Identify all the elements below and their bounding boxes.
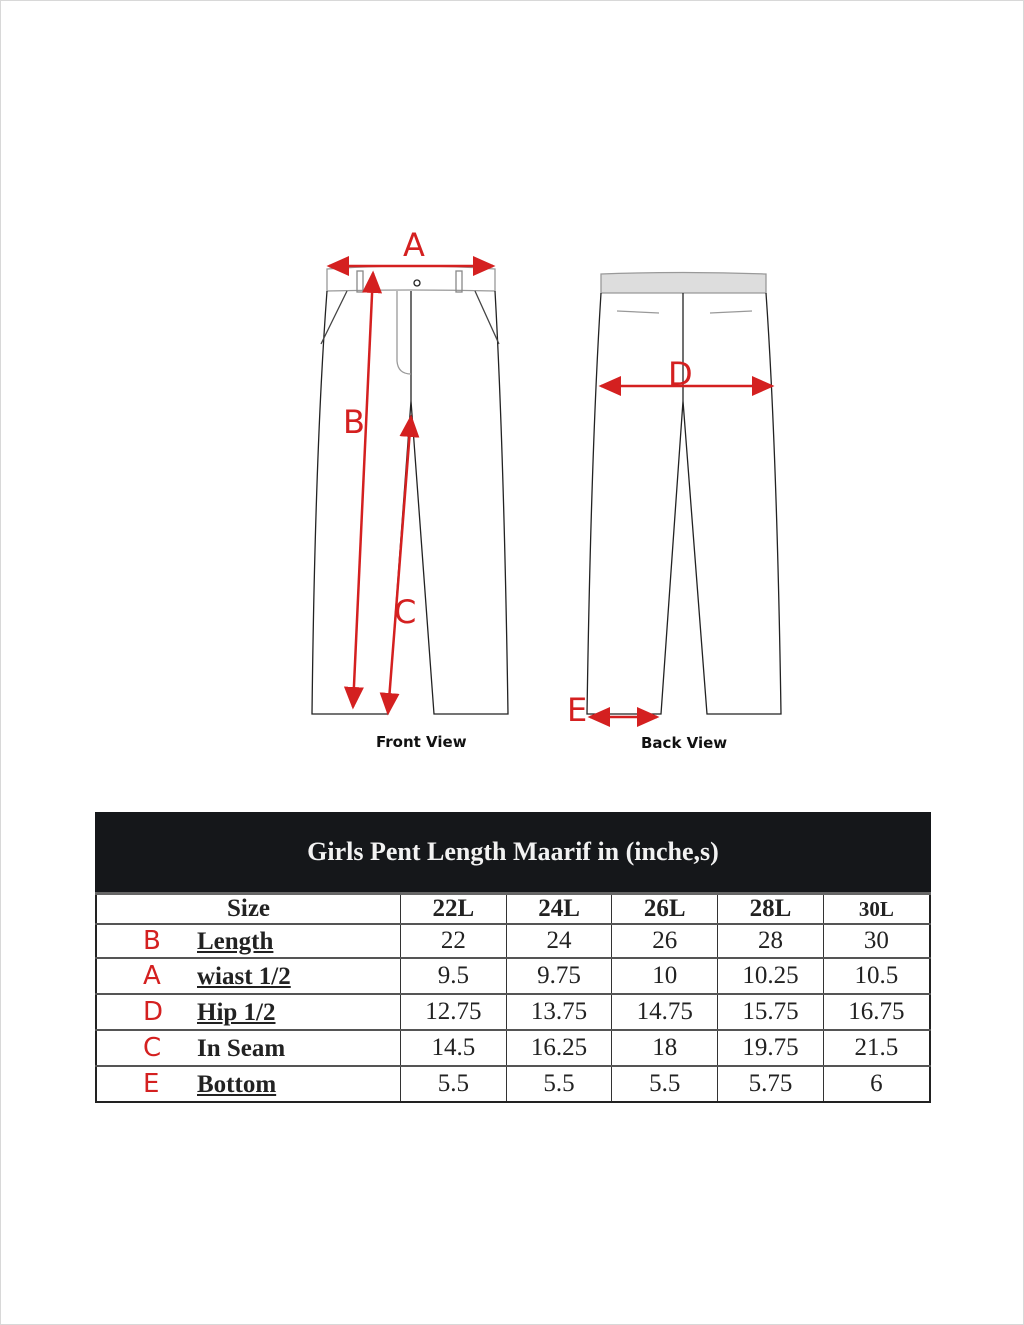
row-label-cell: E Bottom <box>96 1065 401 1102</box>
value-cell: 6 <box>822 1065 930 1102</box>
measurement-arrows <box>326 256 775 727</box>
row-marker: B <box>143 926 161 956</box>
table-row: B Length 22 24 26 28 30 <box>96 923 930 958</box>
header-cell: 26L <box>611 892 718 924</box>
front-view-label: Front View <box>376 733 467 751</box>
value-cell: 16.25 <box>505 1029 612 1066</box>
header-cell: 30L <box>822 892 930 924</box>
value-cell: 22 <box>400 923 507 958</box>
row-label: Length <box>197 928 274 955</box>
value-cell: 15.75 <box>717 993 824 1030</box>
header-cell: 28L <box>717 892 824 924</box>
table-header-row: Size 22L 24L 26L 28L 30L <box>96 892 930 924</box>
table-row: D Hip 1/2 12.75 13.75 14.75 15.75 16.75 <box>96 993 930 1030</box>
back-view-label: Back View <box>641 734 728 752</box>
value-cell: 5.5 <box>611 1065 718 1102</box>
length-arrow-b <box>343 270 383 710</box>
marker-c: C <box>394 593 416 631</box>
header-size: Size <box>96 892 401 924</box>
value-cell: 18 <box>611 1029 718 1066</box>
marker-d: D <box>668 355 693 393</box>
value-cell: 14.75 <box>611 993 718 1030</box>
size-table: Girls Pent Length Maarif in (inche,s) Si… <box>95 812 931 1103</box>
marker-e: E <box>567 691 587 729</box>
row-label-cell: B Length <box>96 923 401 958</box>
value-cell: 24 <box>505 923 612 958</box>
value-cell: 9.5 <box>400 957 507 994</box>
value-cell: 10.25 <box>717 957 824 994</box>
row-label: Hip 1/2 <box>197 999 276 1026</box>
value-cell: 5.5 <box>505 1065 612 1102</box>
row-marker: E <box>143 1069 160 1099</box>
value-cell: 5.5 <box>400 1065 507 1102</box>
value-cell: 10 <box>611 957 718 994</box>
value-cell: 12.75 <box>400 993 507 1030</box>
value-cell: 21.5 <box>822 1029 930 1066</box>
row-label: wiast 1/2 <box>197 963 291 990</box>
inseam-arrow-c <box>379 414 420 716</box>
header-cell: 22L <box>400 892 507 924</box>
table-title: Girls Pent Length Maarif in (inche,s) <box>95 812 931 892</box>
row-marker: D <box>143 997 164 1027</box>
value-cell: 30 <box>822 923 930 958</box>
value-cell: 9.75 <box>505 957 612 994</box>
value-cell: 26 <box>611 923 718 958</box>
row-label-cell: D Hip 1/2 <box>96 993 401 1030</box>
row-label: Bottom <box>197 1071 277 1098</box>
value-cell: 14.5 <box>400 1029 507 1066</box>
value-cell: 28 <box>717 923 824 958</box>
row-marker: C <box>143 1033 162 1063</box>
value-cell: 19.75 <box>717 1029 824 1066</box>
table-row: C In Seam 14.5 16.25 18 19.75 21.5 <box>96 1029 930 1066</box>
row-label: In Seam <box>197 1035 286 1062</box>
value-cell: 13.75 <box>505 993 612 1030</box>
pants-diagram: A B C D E <box>311 226 782 729</box>
marker-b: B <box>343 403 365 441</box>
header-cell: 24L <box>505 892 612 924</box>
back-view-pants <box>586 271 782 715</box>
value-cell: 16.75 <box>822 993 930 1030</box>
table-row: E Bottom 5.5 5.5 5.5 5.75 6 <box>96 1065 930 1102</box>
row-marker: A <box>143 961 161 991</box>
row-label-cell: C In Seam <box>96 1029 401 1066</box>
value-cell: 10.5 <box>822 957 930 994</box>
value-cell: 5.75 <box>717 1065 824 1102</box>
marker-a: A <box>403 226 425 264</box>
front-view-pants <box>311 265 509 715</box>
